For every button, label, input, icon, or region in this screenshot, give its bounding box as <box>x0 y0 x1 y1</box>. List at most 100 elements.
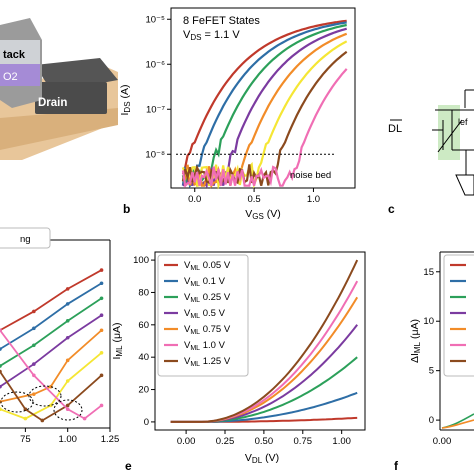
panel-label-b: b <box>123 202 130 216</box>
panel-e-legend <box>157 254 249 377</box>
y-tick-label: 10⁻⁷ <box>146 104 166 115</box>
y-tick-label: 5 <box>429 366 434 377</box>
panel-d-point <box>32 343 36 348</box>
panel-d-curve <box>0 314 103 388</box>
noise-bed-label: noise bed <box>290 170 331 181</box>
device-illustration: tack O2 Drain <box>0 18 118 160</box>
panel-b-plot-frame <box>170 7 356 189</box>
panel-d-point <box>65 403 70 408</box>
ground-symbol <box>455 174 474 196</box>
legend-label: VML 1.0 V <box>184 340 226 352</box>
panel-d-point <box>65 319 70 323</box>
x-tick-label: 1.0 <box>307 194 320 205</box>
panel-d-point <box>0 328 2 333</box>
x-tick-label: 1.25 <box>101 434 120 445</box>
circuit-fragment: DL lef c <box>388 89 474 216</box>
x-tick-label: 0.75 <box>294 436 313 447</box>
panel-d-point <box>48 403 53 408</box>
panel-b-transfer-curves: 0.0 0.5 1.0 10⁻⁸ 10⁻⁷ 10⁻⁶ 10⁻⁵ noise bed 8 Fe… <box>119 7 356 221</box>
panel-d-point <box>65 358 70 363</box>
y-tick-label: 40 <box>138 352 149 363</box>
stack-label: tack <box>3 49 26 61</box>
panel-f-legend <box>443 254 474 377</box>
panel-d-point <box>99 296 104 301</box>
panel-f-ylabel: ΔIML (μA) <box>409 319 422 363</box>
y-tick-label: 0 <box>144 417 149 428</box>
panel-b-xlabel: VGS (V) <box>245 208 281 221</box>
x-tick-label: 0.5 <box>247 194 260 205</box>
panel-d-legend <box>0 227 51 249</box>
drain-label: Drain <box>38 97 67 109</box>
panel-d-curve <box>0 297 103 367</box>
panel-d-point <box>32 392 36 396</box>
y-tick-label: 20 <box>138 385 149 396</box>
panel-d-point <box>65 335 70 340</box>
x-tick-label: 0.50 <box>255 436 274 447</box>
panel-d-point <box>32 373 36 378</box>
y-tick-label: 0 <box>429 415 434 426</box>
panel-d-point <box>99 373 104 378</box>
fefet-state-curve <box>181 50 348 187</box>
panel-label-c: c <box>388 202 395 216</box>
panel-d-point <box>32 309 36 314</box>
oxide-label: O2 <box>3 71 18 83</box>
y-tick-label: 15 <box>423 267 434 278</box>
panel-b-ylabel: IDS (A) <box>119 85 132 116</box>
ferroelectric-mark <box>437 119 463 153</box>
panel-d-point <box>0 369 2 374</box>
iml-curve <box>170 259 359 423</box>
x-tick-label: 0.00 <box>433 436 452 447</box>
panel-d-point <box>99 351 104 355</box>
legend-label: VML 0.1 V <box>184 276 226 288</box>
panel-d-point <box>48 384 53 389</box>
panel-d-point <box>82 416 87 421</box>
panel-d-point <box>32 362 36 366</box>
x-tick-label: 75 <box>20 434 31 445</box>
x-tick-label: 0.25 <box>216 436 235 447</box>
panel-f-curve <box>441 419 474 429</box>
substrate-side <box>0 108 118 150</box>
minimum-marker <box>28 385 62 407</box>
panel-e-ylabel: IML (μA) <box>111 322 124 359</box>
lef-label: lef <box>458 117 468 127</box>
fefet-state-curve <box>182 27 348 189</box>
x-tick-label: 0.0 <box>188 194 201 205</box>
panel-d-curve <box>0 282 103 350</box>
oxide-layer <box>0 64 40 86</box>
panel-d-curve <box>0 371 103 422</box>
panel-f-curves: 0 5 10 15 0.00 ΔIML (μA) f <box>394 251 474 473</box>
fefet-highlight <box>438 105 460 160</box>
panel-b-annotation-sub: VDS = 1.1 V <box>183 29 240 42</box>
x-tick-label: 0.00 <box>177 436 196 447</box>
y-tick-label: 100 <box>133 255 149 266</box>
panel-d-point <box>99 403 104 408</box>
panel-d-point <box>40 418 45 423</box>
panel-d-point <box>23 416 28 421</box>
dl-label: DL <box>388 123 402 135</box>
fefet-state-curve <box>181 19 347 175</box>
legend-label: VML 0.5 V <box>184 308 226 320</box>
panel-d-point <box>65 379 70 383</box>
panel-d-point <box>99 328 104 333</box>
panel-d-point <box>23 407 28 412</box>
panel-label-f: f <box>394 459 399 473</box>
panel-e-xlabel: VDL (V) <box>245 452 279 465</box>
y-tick-label: 10⁻⁸ <box>145 149 165 160</box>
y-tick-label: 10⁻⁵ <box>145 14 165 25</box>
panel-d-point <box>32 326 36 331</box>
stack-layer <box>0 40 40 68</box>
panel-d-point <box>0 364 2 368</box>
fefet-state-curve <box>182 32 348 189</box>
panel-d-point <box>99 281 104 286</box>
y-tick-label: 60 <box>138 320 149 331</box>
panel-d-curve <box>0 269 102 332</box>
y-tick-label: 80 <box>138 287 149 298</box>
panel-d-point <box>65 302 70 306</box>
panel-d-point <box>99 313 104 318</box>
panel-d-point <box>65 287 70 291</box>
x-tick-label: 1.00 <box>332 436 351 447</box>
panel-d-point <box>0 407 2 411</box>
y-tick-label: 10 <box>423 316 434 327</box>
drain-contact <box>35 82 107 114</box>
